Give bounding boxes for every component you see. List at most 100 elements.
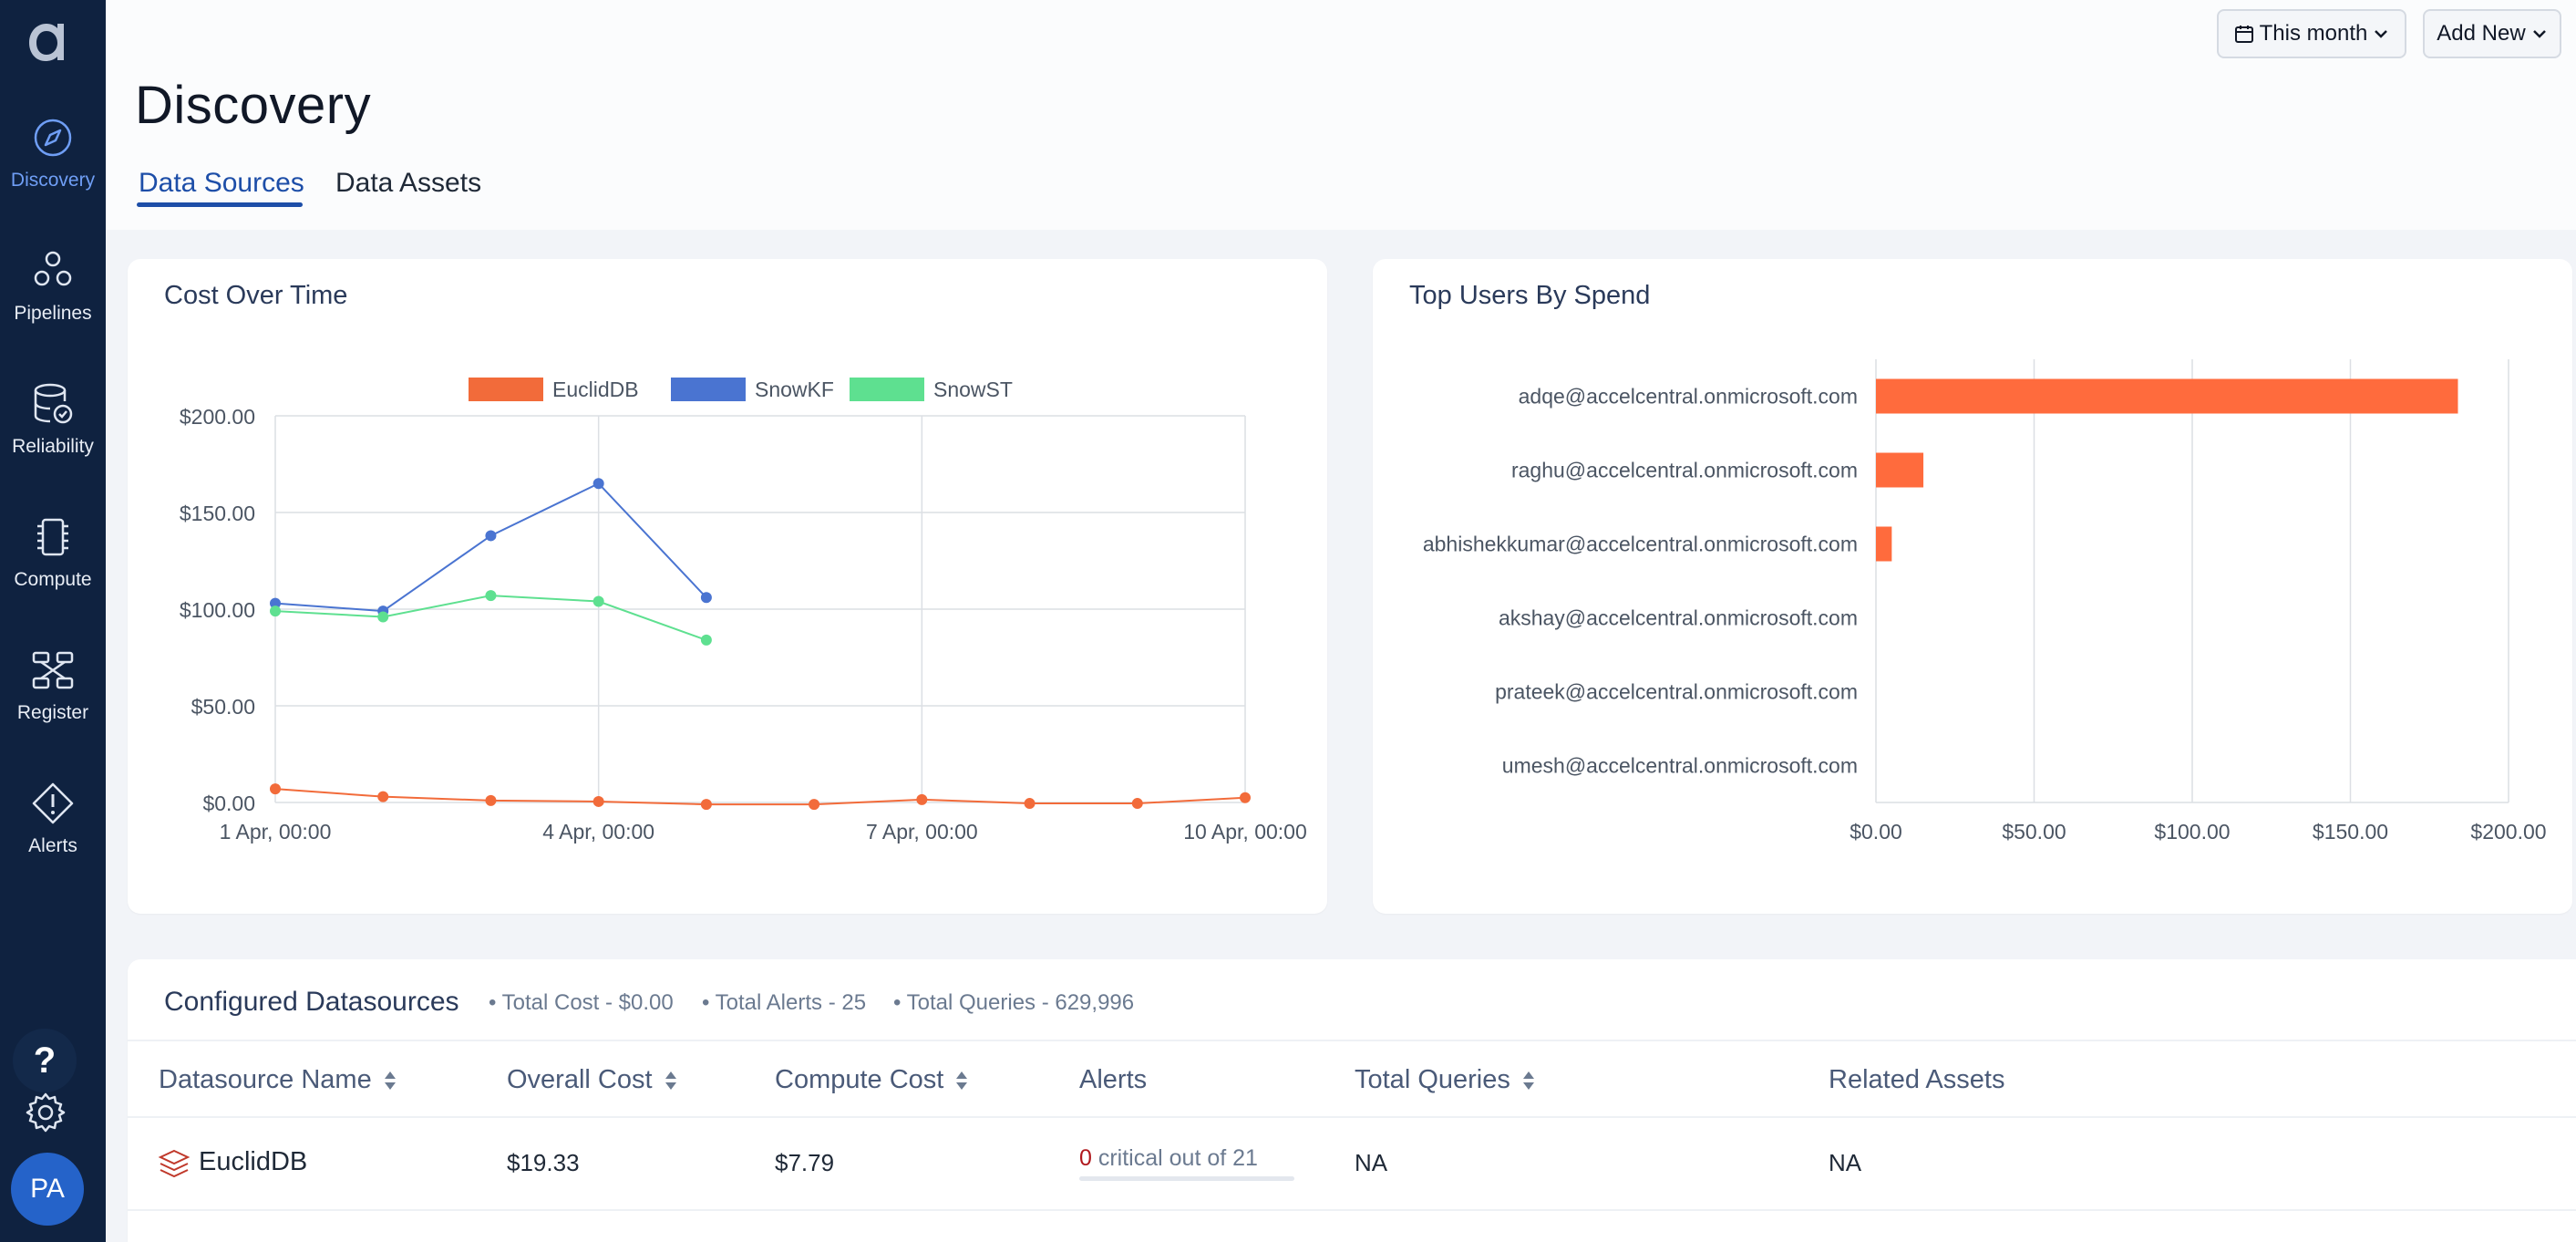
x-tick-label: 1 Apr, 00:00 [220, 820, 332, 844]
y-tick-label: $50.00 [191, 695, 255, 719]
sort-icon [1522, 1071, 1534, 1090]
data-point [916, 793, 928, 805]
table-row[interactable] [128, 1118, 2576, 1209]
sidebar-item-discovery[interactable]: Discovery [0, 111, 106, 221]
y-category-label: akshay@accelcentral.onmicrosoft.com [1499, 606, 1858, 630]
sort-icon [665, 1071, 676, 1090]
chevron-down-icon [2375, 30, 2388, 38]
legend-swatch [850, 378, 924, 401]
total-queries: • Total Queries - 629,996 [893, 990, 1135, 1015]
sidebar-item-label: Reliability [12, 436, 94, 457]
y-tick-label: $100.00 [180, 598, 255, 622]
datasource-name-link[interactable]: EuclidDB [199, 1147, 308, 1176]
add-new-label: Add New [2437, 21, 2526, 46]
data-point [485, 530, 497, 542]
data-point [377, 611, 389, 623]
sidebar: Discovery Pipelines Reliability Compute … [0, 0, 106, 1242]
data-point [809, 799, 820, 811]
sort-icon [384, 1071, 396, 1090]
divider [128, 1116, 2576, 1118]
column-header-compute-cost[interactable]: Compute Cost [775, 1065, 969, 1095]
avatar[interactable]: PA [11, 1153, 84, 1226]
data-point [1024, 798, 1036, 810]
x-tick-label: 7 Apr, 00:00 [866, 820, 978, 844]
legend-label: SnowST [933, 378, 1013, 401]
sidebar-item-register[interactable]: Register [0, 644, 106, 753]
alert-diamond-icon [32, 782, 74, 824]
series-line [274, 788, 1246, 806]
register-icon [32, 651, 74, 689]
divider [128, 1040, 2576, 1041]
data-point [377, 791, 389, 802]
bar [1876, 526, 1892, 562]
tab-data-assets[interactable]: Data Assets [335, 168, 482, 198]
page-header: Discovery Data Sources Data Assets This … [106, 0, 2576, 230]
database-check-icon [34, 383, 73, 424]
y-tick-label: $0.00 [202, 792, 255, 815]
total-cost: • Total Cost - $0.00 [489, 990, 674, 1015]
data-point [700, 799, 712, 811]
card-title: Cost Over Time [164, 281, 348, 310]
settings-gear-icon[interactable] [24, 1091, 67, 1134]
cost-over-time-card: Cost Over Time $0.00 $50.00 $100.00 $150.00… [128, 259, 1327, 914]
sidebar-item-compute[interactable]: Compute [0, 511, 106, 620]
x-tick-label: $150.00 [2313, 820, 2388, 844]
y-category-label: umesh@accelcentral.onmicrosoft.com [1502, 754, 1858, 778]
y-tick-label: $200.00 [180, 405, 255, 429]
y-category-label: raghu@accelcentral.onmicrosoft.com [1511, 459, 1858, 482]
column-header-related-assets: Related Assets [1829, 1065, 2005, 1094]
chip-icon [37, 518, 68, 556]
sidebar-item-pipelines[interactable]: Pipelines [0, 244, 106, 354]
x-tick-label: 4 Apr, 00:00 [542, 820, 654, 844]
date-range-label: This month [2259, 21, 2368, 46]
add-new-dropdown[interactable]: Add New [2423, 9, 2561, 58]
data-point [270, 783, 281, 795]
x-tick-label: $200.00 [2470, 820, 2546, 844]
y-tick-label: $150.00 [180, 502, 255, 525]
column-header-total-queries[interactable]: Total Queries [1355, 1065, 1536, 1095]
calendar-icon [2234, 26, 2253, 43]
series-line [274, 595, 707, 641]
data-point [270, 597, 281, 609]
data-point [592, 795, 604, 807]
active-tab-indicator [137, 202, 303, 207]
chevron-down-icon [2532, 30, 2546, 38]
overall-cost-value: $19.33 [507, 1149, 580, 1176]
legend-swatch [469, 378, 543, 401]
alerts-summary[interactable]: 0 critical out of 21 [1079, 1145, 1258, 1172]
alerts-progress-bar [1079, 1176, 1294, 1181]
help-icon: ? [33, 1040, 57, 1081]
data-point [592, 478, 604, 490]
configured-datasources-card [128, 959, 2576, 1242]
data-point [270, 605, 281, 617]
sidebar-item-label: Compute [14, 569, 92, 590]
y-category-label: prateek@accelcentral.onmicrosoft.com [1495, 680, 1858, 704]
tab-data-sources[interactable]: Data Sources [139, 168, 304, 198]
sidebar-item-alerts[interactable]: Alerts [0, 777, 106, 886]
x-tick-label: 10 Apr, 00:00 [1183, 820, 1307, 844]
compass-icon [34, 119, 72, 157]
sidebar-item-label: Alerts [28, 835, 77, 856]
column-header-datasource-name[interactable]: Datasource Name [159, 1065, 397, 1095]
x-tick-label: $0.00 [1850, 820, 1902, 844]
date-range-dropdown[interactable]: This month [2217, 9, 2406, 58]
bar [1876, 452, 1924, 488]
y-category-label: adqe@accelcentral.onmicrosoft.com [1519, 385, 1858, 409]
app-logo[interactable] [24, 13, 78, 67]
help-button[interactable]: ? [13, 1029, 77, 1092]
pipelines-icon [34, 251, 72, 286]
top-users-card: Top Users By Spend $0.00 $50.00 $100.00 $15… [1373, 259, 2572, 914]
related-assets-value: NA [1829, 1149, 1862, 1176]
sidebar-item-label: Discovery [10, 170, 96, 191]
top-users-chart: $0.00 $50.00 $100.00 $150.00 $200.00 adqe@acc… [1423, 359, 2547, 844]
data-point [592, 595, 604, 607]
cost-over-time-chart: $0.00 $50.00 $100.00 $150.00 $200.00 1 Apr, 0… [180, 378, 1307, 844]
total-alerts: • Total Alerts - 25 [702, 990, 867, 1015]
database-stack-icon [158, 1149, 191, 1178]
critical-count: 0 [1079, 1145, 1092, 1171]
sidebar-item-reliability[interactable]: Reliability [0, 378, 106, 487]
x-tick-label: $100.00 [2154, 820, 2230, 844]
data-point [700, 592, 712, 604]
column-header-alerts: Alerts [1079, 1065, 1148, 1094]
column-header-overall-cost[interactable]: Overall Cost [507, 1065, 678, 1095]
